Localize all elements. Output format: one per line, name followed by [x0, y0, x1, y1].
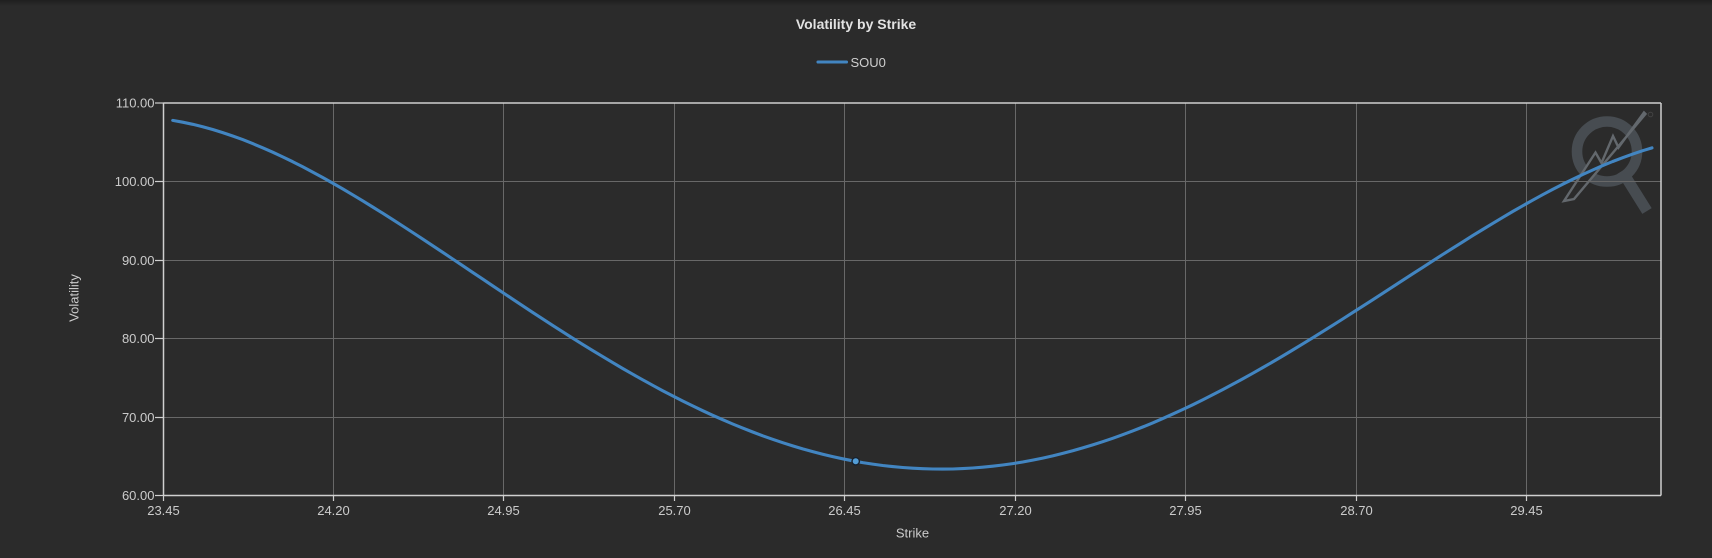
svg-text:24.20: 24.20: [317, 503, 350, 518]
svg-text:100.00: 100.00: [115, 174, 155, 189]
svg-text:Volatility: Volatility: [67, 274, 82, 322]
svg-text:24.95: 24.95: [487, 503, 520, 518]
svg-text:Strike: Strike: [896, 526, 929, 541]
svg-text:27.20: 27.20: [999, 503, 1032, 518]
svg-text:60.00: 60.00: [122, 488, 155, 503]
svg-text:Volatility by Strike: Volatility by Strike: [796, 16, 917, 32]
svg-text:110.00: 110.00: [116, 96, 155, 111]
svg-text:90.00: 90.00: [122, 253, 155, 268]
svg-text:25.70: 25.70: [658, 503, 691, 518]
svg-text:28.70: 28.70: [1340, 503, 1373, 518]
svg-text:27.95: 27.95: [1169, 503, 1202, 518]
svg-text:29.45: 29.45: [1510, 503, 1543, 518]
svg-text:26.45: 26.45: [828, 503, 861, 518]
svg-text:70.00: 70.00: [122, 410, 155, 425]
svg-text:SOU0: SOU0: [851, 55, 886, 70]
svg-text:80.00: 80.00: [122, 331, 155, 346]
svg-text:23.45: 23.45: [147, 503, 180, 518]
